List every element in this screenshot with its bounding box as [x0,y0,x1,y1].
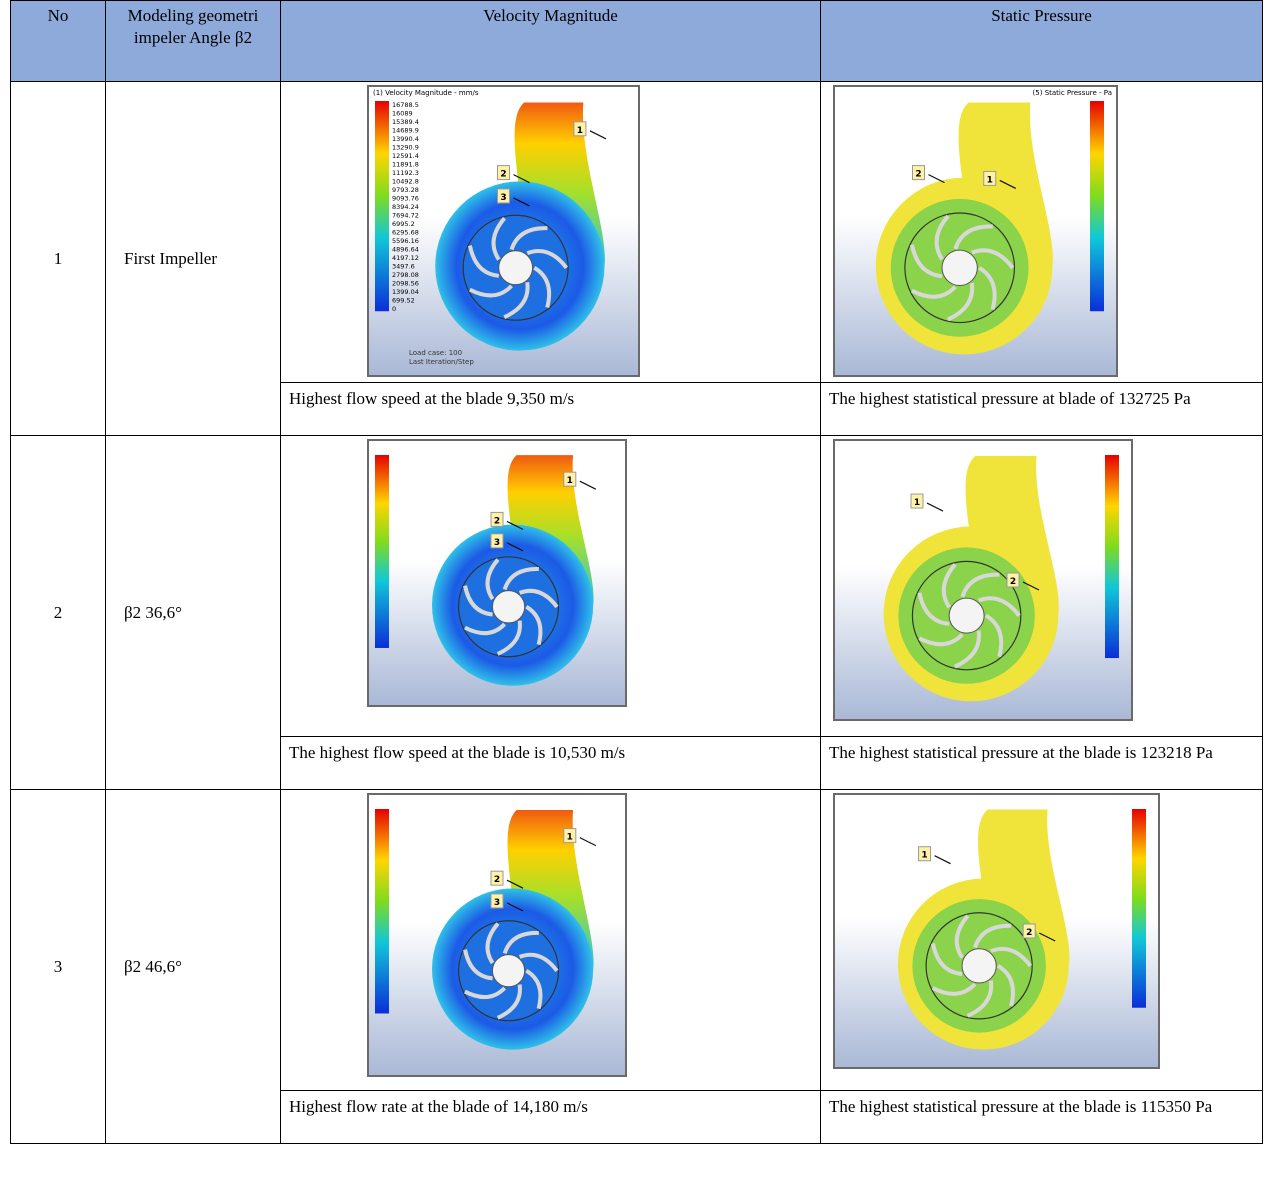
simulation-image: (5) Static Pressure - Pa 2 1 [833,85,1118,377]
velocity-image-cell: 1 2 3 [281,436,821,737]
pressure-caption: The highest statistical pressure at the … [821,1091,1263,1144]
image-title: (1) Velocity Magnitude - mm/s [373,89,479,97]
legend-label: 3497.6 [392,263,415,271]
row-number: 3 [11,790,106,1144]
simulation-image: 1 2 3 [367,793,627,1077]
legend-label: 9793.28 [392,186,419,194]
legend-label: 2098.56 [392,280,419,288]
legend-label: 2798.08 [392,271,419,279]
marker-label: 2 [1026,928,1032,938]
hub [492,955,524,987]
legend-label: 16089 [392,110,413,118]
legend-label: 10492.8 [392,178,419,186]
table-body: 1First Impeller(1) Velocity Magnitude - … [11,82,1263,1144]
simulation-image: 12 [833,439,1133,721]
legend-label: 7694.72 [392,212,419,220]
legend-bar [1105,455,1119,658]
marker-label: 2 [1010,577,1016,587]
marker-label: 2 [494,875,500,885]
row-number: 2 [11,436,106,790]
header-row: No Modeling geometri impeler Angle β2 Ve… [11,1,1263,82]
marker-label: 1 [567,833,573,843]
header-cell: Velocity Magnitude [281,1,821,82]
legend-bar [1132,809,1146,1008]
marker-label: 2 [915,170,921,180]
legend-label: 13290.9 [392,144,419,152]
marker-label: 1 [567,476,573,486]
velocity-caption: Highest flow speed at the blade 9,350 m/… [281,383,821,436]
image-title: (5) Static Pressure - Pa [1033,89,1112,97]
pressure-caption: The highest statistical pressure at the … [821,737,1263,790]
marker-label: 2 [500,170,506,180]
page: No Modeling geometri impeler Angle β2 Ve… [0,0,1270,1183]
legend-label: 4197.12 [392,254,419,262]
velocity-caption: The highest flow speed at the blade is 1… [281,737,821,790]
image-row: 3β2 46,6°12312 [11,790,1263,1091]
marker-label: 3 [494,898,500,908]
marker-label: 1 [987,175,993,185]
pressure-image-cell: (5) Static Pressure - Pa 2 1 [821,82,1263,383]
hub [942,250,977,285]
legend-label: 11192.3 [392,169,419,177]
row-number: 1 [11,82,106,436]
legend-label: 4896.64 [392,246,419,254]
hub [949,598,984,633]
legend-label: 6995.2 [392,220,415,228]
legend-label: 12591.4 [392,152,419,160]
image-row: 1First Impeller(1) Velocity Magnitude - … [11,82,1263,383]
marker-label: 1 [577,126,583,136]
model-name: First Impeller [106,82,281,436]
legend-label: 9093.76 [392,195,419,203]
model-name: β2 46,6° [106,790,281,1144]
legend-label: 8394.24 [392,203,419,211]
marker-label: 1 [921,851,927,861]
image-row: 2β2 36,6°12312 [11,436,1263,737]
marker-label: 3 [494,538,500,548]
legend-label: 6295.68 [392,229,419,237]
image-footer: Load case: 100 [409,349,462,357]
hub [492,591,524,623]
legend-bar [375,101,389,311]
simulation-image: (1) Velocity Magnitude - mm/s 16788.51608… [367,85,640,377]
image-footer: Last Iteration/Step [409,358,474,366]
header-cell: Static Pressure [821,1,1263,82]
header-cell: No [11,1,106,82]
legend-label: 5596.16 [392,237,419,245]
legend-label: 0 [392,305,396,313]
legend-label: 699.52 [392,297,415,305]
legend-label: 16788.5 [392,101,419,109]
simulation-image: 1 2 3 [367,439,627,707]
legend-label: 13990.4 [392,135,419,143]
legend-bar [375,455,389,648]
legend-label: 14689.9 [392,127,419,135]
simulation-image: 12 [833,793,1160,1069]
results-table: No Modeling geometri impeler Angle β2 Ve… [10,0,1263,1144]
marker-label: 1 [914,498,920,508]
velocity-caption: Highest flow rate at the blade of 14,180… [281,1091,821,1144]
legend-label: 11891.8 [392,161,419,169]
model-name: β2 36,6° [106,436,281,790]
hub [499,251,533,285]
legend-label: 15389.4 [392,118,419,126]
marker-label: 2 [494,516,500,526]
pressure-caption: The highest statistical pressure at blad… [821,383,1263,436]
legend-bar [1090,101,1104,311]
hub [962,949,996,983]
marker-label: 3 [500,193,506,203]
header-cell: Modeling geometri impeler Angle β2 [106,1,281,82]
legend-label: 1399.04 [392,288,419,296]
legend-bar [375,809,389,1013]
velocity-image-cell: 1 2 3 [281,790,821,1091]
